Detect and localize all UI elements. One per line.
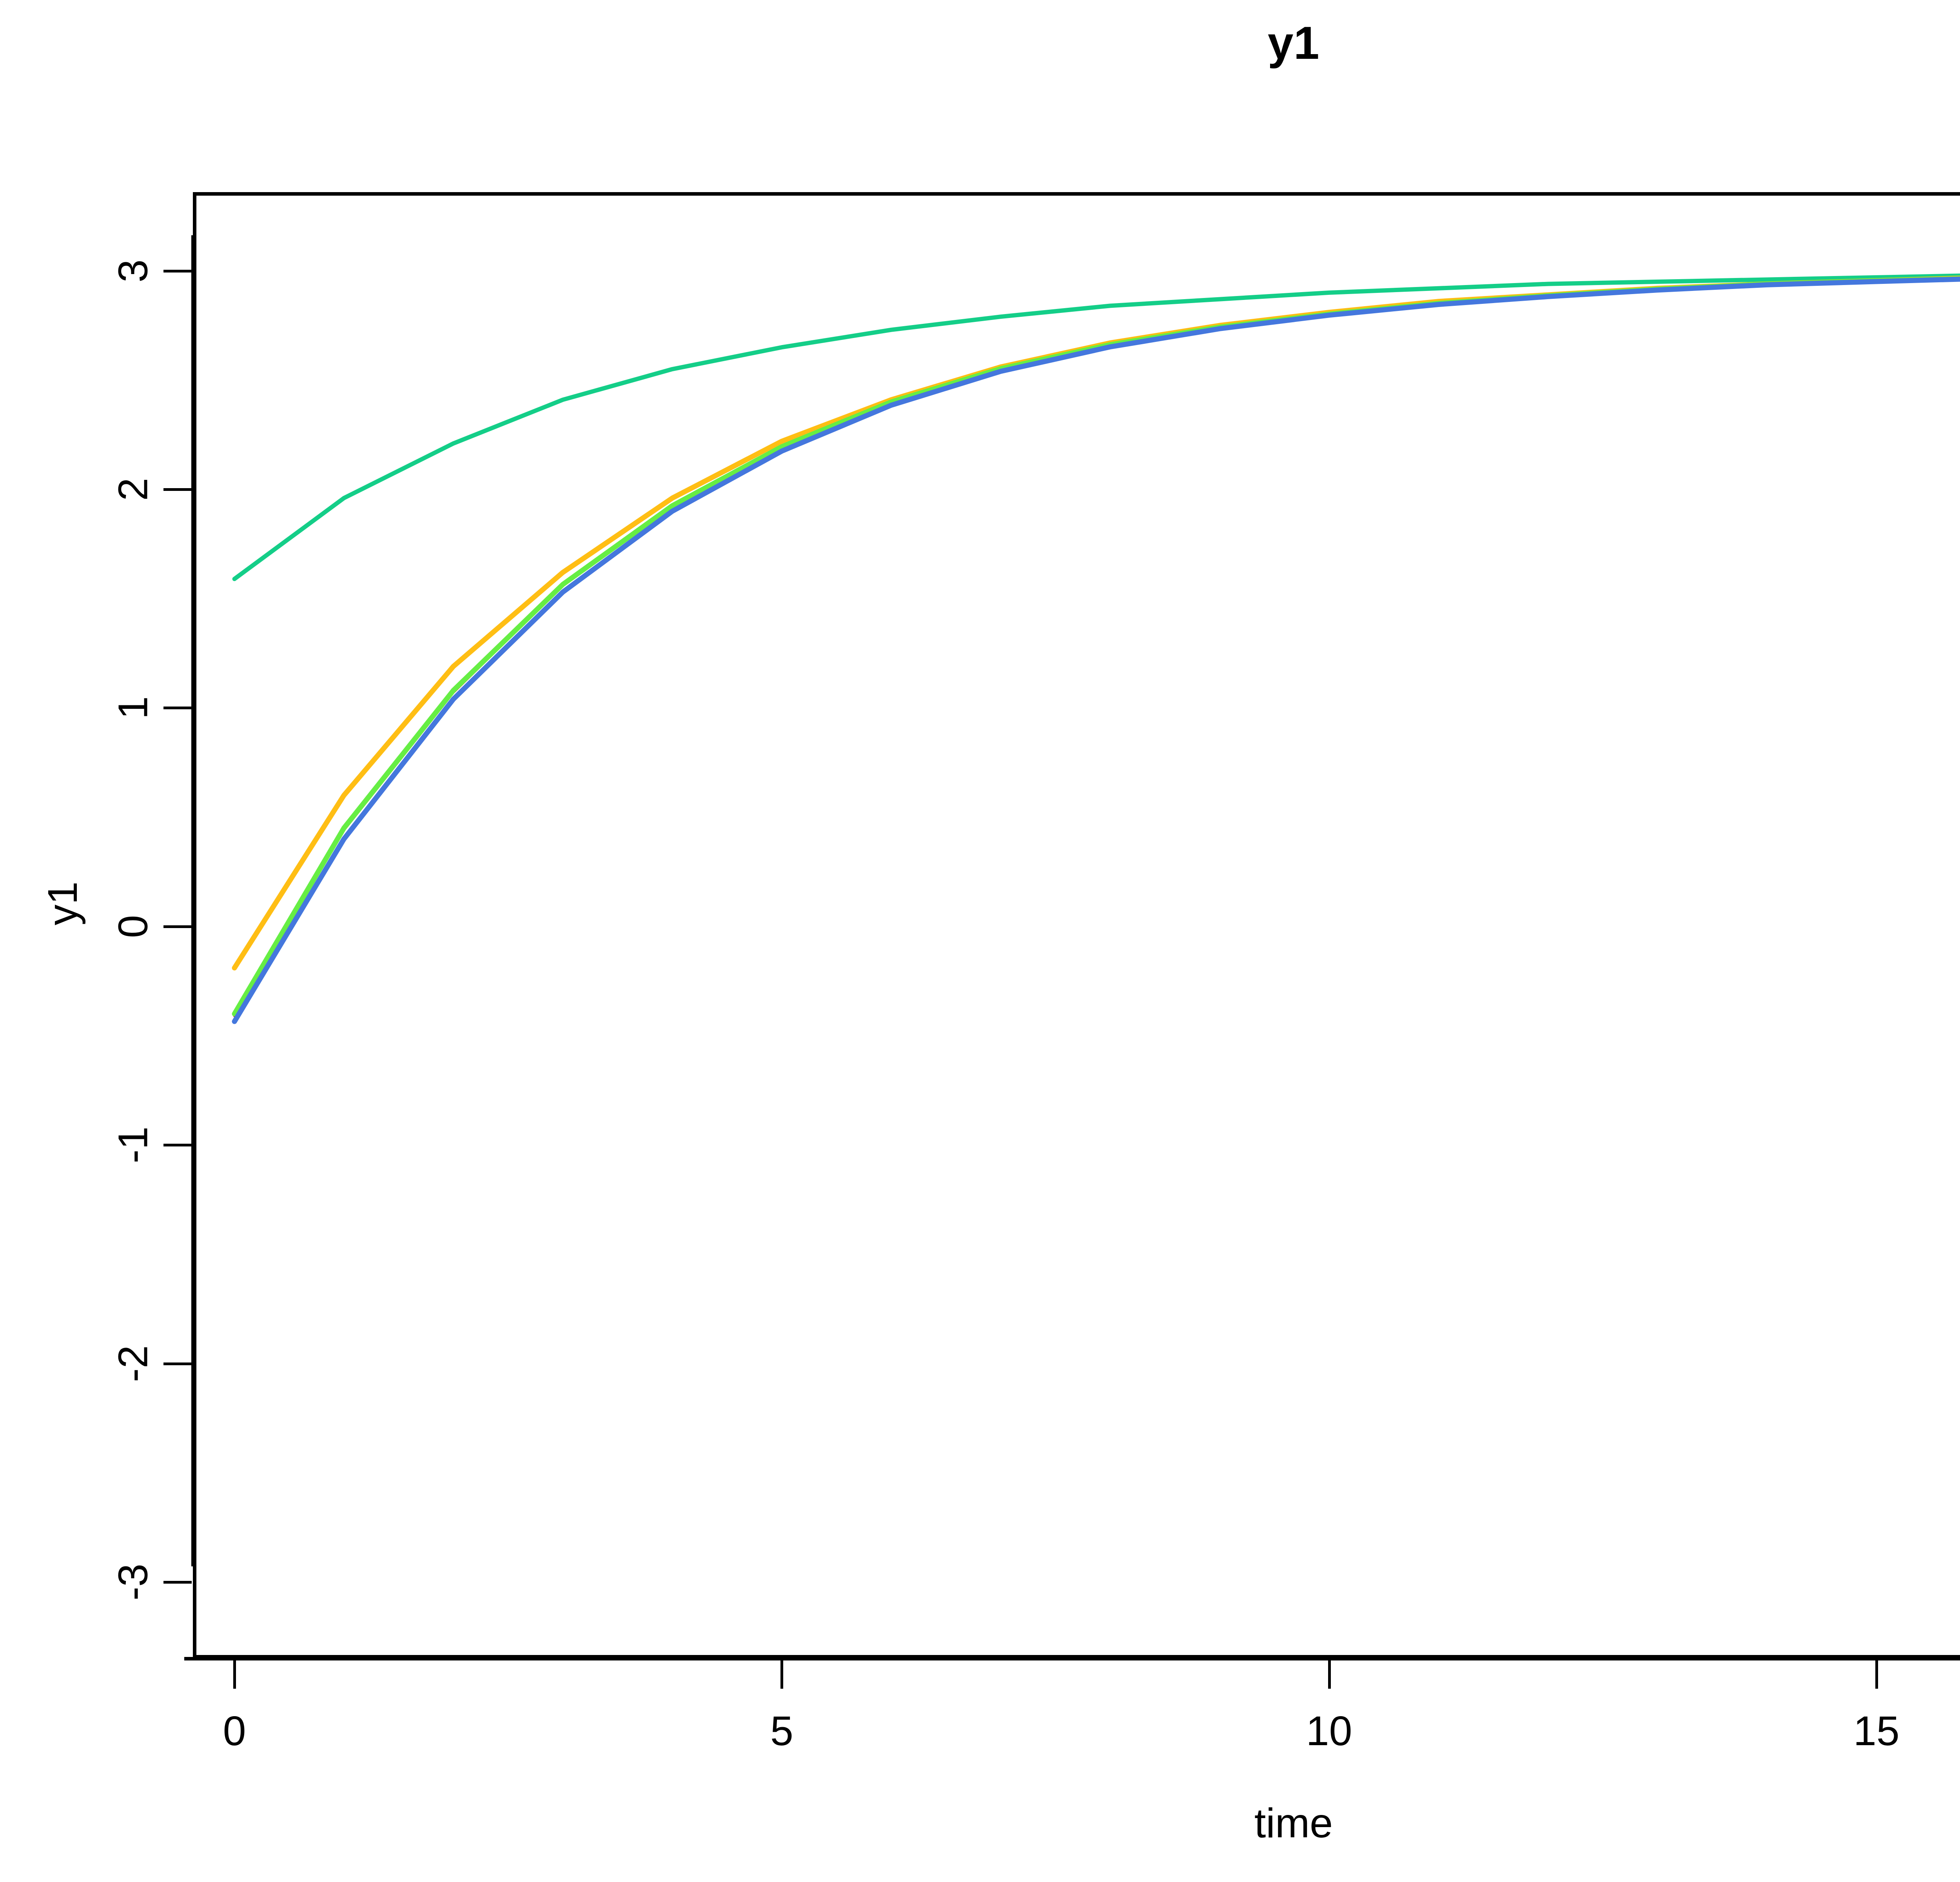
x-tick-label: 10 [1306, 1708, 1352, 1754]
y-tick-label: -3 [110, 1563, 156, 1601]
x-tick-mark [1875, 1660, 1878, 1689]
y-tick-mark [163, 488, 192, 491]
x-tick-label: 15 [1853, 1708, 1900, 1754]
y-tick-mark [163, 269, 192, 272]
series-line [232, 276, 1960, 1024]
y-axis-title: y1 [40, 881, 86, 925]
y-tick-label: -1 [110, 1126, 156, 1164]
plot-area [193, 192, 1960, 1659]
x-tick-mark [780, 1660, 784, 1689]
series-line [232, 275, 1960, 971]
y-tick-label: 3 [110, 259, 156, 283]
x-tick-label: 5 [770, 1708, 793, 1754]
y-tick-label: -2 [110, 1345, 156, 1382]
y-tick-mark [163, 1144, 192, 1147]
x-axis-line [184, 1657, 1960, 1660]
series-line [233, 278, 1960, 1017]
y-tick-label: 2 [110, 478, 156, 501]
series-layer [232, 273, 1960, 1024]
plot-frame [193, 192, 1960, 1659]
series-line [232, 276, 1960, 1017]
y-axis-line [191, 235, 195, 1566]
x-tick-mark [1328, 1660, 1331, 1689]
y-tick-label: 0 [110, 915, 156, 938]
y-tick-mark [163, 1580, 192, 1584]
chart-title: y1 [1267, 17, 1320, 69]
x-tick-label: 0 [223, 1708, 246, 1754]
y-tick-mark [163, 1362, 192, 1365]
series-line [232, 273, 1960, 581]
y-tick-mark [163, 925, 192, 928]
y-tick-mark [163, 707, 192, 710]
x-tick-mark [233, 1660, 236, 1689]
y-tick-label: 1 [110, 696, 156, 719]
x-axis-title: time [1254, 1800, 1333, 1846]
